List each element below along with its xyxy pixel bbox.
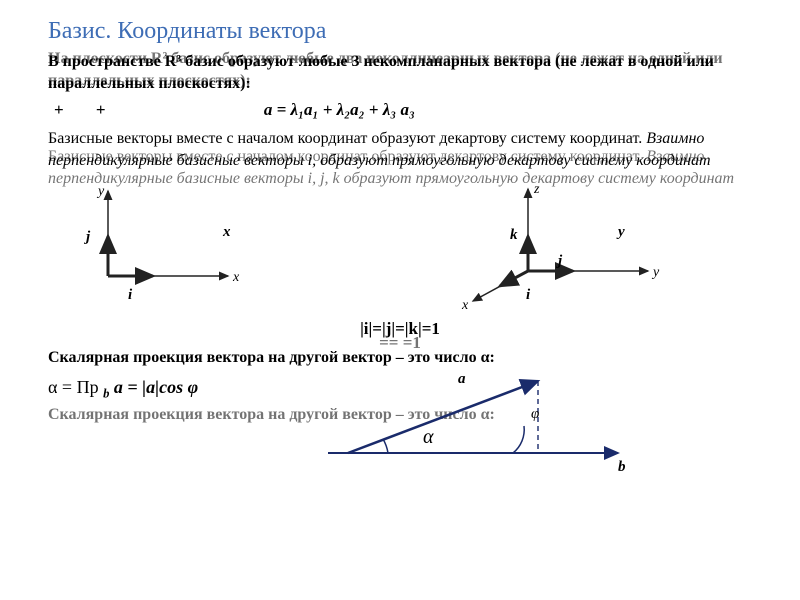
formula-pluses: + + [54,100,120,119]
diagrams-row: y x j i x [48,181,752,321]
ghost-y-3d: y [616,224,625,240]
linear-combination-formula: + + a = λ₁a₁ + λ₂a₂ + λ₃ a₃ [48,100,752,120]
proj-b-label: b [618,459,626,475]
axis-y-label-3d: y [651,265,660,280]
axis-y-label-2d: y [96,184,105,199]
diagram-3d: z y x k j i y [438,181,698,311]
slide-title: Базис. Координаты вектора [48,18,752,45]
scalar-main: Скалярная проекция вектора на другой век… [48,349,752,367]
basis-i-label-3d: i [526,287,531,303]
axis-z-label-3d: z [533,182,540,197]
projection-row: α = Пр b a = |a|cos φ [48,373,752,483]
basis-k-label-3d: k [510,227,518,243]
basis-j-label-3d: j [556,253,563,269]
basis-i-label-2d: i [128,287,133,303]
magnitude-formula: |i|=|j|=|k|=1 == =1 [48,319,752,339]
ghost-x-2d: x [222,224,231,240]
diagram-2d: y x j i x [58,181,278,311]
para1-main: В пространстве R³ базис образуют любые 3… [48,51,752,94]
formula-linear-combo: a = λ₁a₁ + λ₂a₂ + λ₃ a₃ [264,100,415,119]
projection-diagram: a b φ α [318,363,638,473]
proj-alpha-label: α [423,426,434,448]
basis-j-label-2d: j [84,229,91,245]
axis-x-label-3d: x [461,298,469,313]
projection-formula: α = Пр b a = |a|cos φ [48,377,198,402]
para2-main: Базисные векторы вместе с началом коорди… [48,128,752,171]
axis-x-label-2d: x [232,270,240,285]
proj-a-label: a [458,371,466,387]
proj-phi-label: φ [531,406,539,422]
